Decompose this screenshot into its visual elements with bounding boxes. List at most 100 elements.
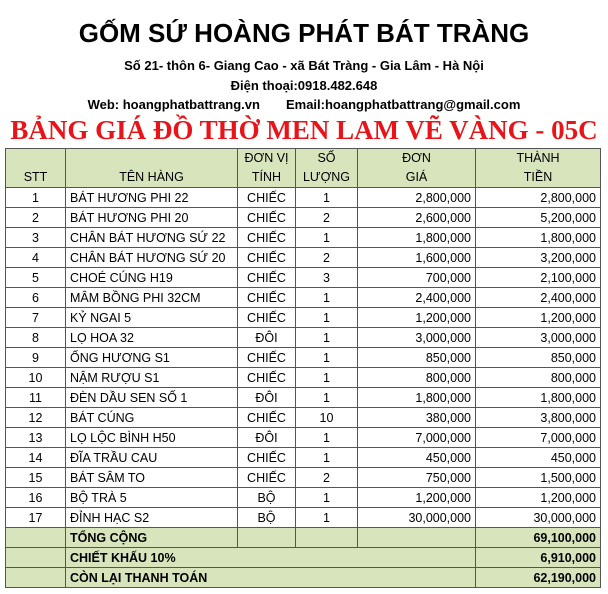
cell: 5,200,000 (475, 207, 601, 228)
header-text: TÊN HÀNG (119, 170, 184, 184)
column-header: ĐƠN VỊ TÍNH (237, 148, 296, 188)
item-row: 3 CHÂN BÁT HƯƠNG SỨ 22 CHIẾC 1 1,800,000 1,80… (5, 227, 601, 248)
summary-row: CÒN LẠI THANH TOÁN 62,190,000 (5, 567, 601, 588)
cell: LỌ LỘC BÌNH H50 (65, 427, 238, 448)
header-text: STT (23, 170, 48, 184)
header-text: GIÁ (405, 170, 428, 184)
cell: 13 (5, 427, 66, 448)
column-header: STT (5, 148, 66, 188)
item-row: 13 LỌ LỘC BÌNH H50 ĐÔI 1 7,000,000 7,000,000 (5, 427, 601, 448)
cell: 450,000 (475, 447, 601, 468)
header-row: STT TÊN HÀNG ĐƠN VỊ TÍNH SỐ LƯỢNG ĐƠN GIÁ THÀNH T… (5, 148, 601, 188)
cell: 1 (295, 387, 358, 408)
cell: 1,500,000 (475, 467, 601, 488)
cell: 3,800,000 (475, 407, 601, 428)
cell: 2 (295, 467, 358, 488)
cell: 7 (5, 307, 66, 328)
cell: 1,800,000 (357, 227, 476, 248)
cell (237, 527, 296, 548)
cell: ĐÔI (237, 387, 296, 408)
column-header: TÊN HÀNG (65, 148, 238, 188)
item-row: 5 CHOÉ CÚNG H19 CHIẾC 3 700,000 2,100,000 (5, 267, 601, 288)
cell (5, 527, 66, 548)
item-row: 14 ĐĨA TRẦU CAU CHIẾC 1 450,000 450,000 (5, 447, 601, 468)
cell: 30,000,000 (475, 507, 601, 528)
header-text: LƯỢNG (302, 170, 351, 184)
cell (295, 527, 358, 548)
cell: 1,800,000 (357, 387, 476, 408)
item-row: 7 KỶ NGAI 5 CHIẾC 1 1,200,000 1,200,000 (5, 307, 601, 328)
header-text: TIỀN (523, 170, 553, 184)
cell: 4 (5, 247, 66, 268)
item-row: 1 BÁT HƯƠNG PHI 22 CHIẾC 1 2,800,000 2,800,00… (5, 187, 601, 208)
cell: CHIẾC (237, 227, 296, 248)
cell: 1 (295, 347, 358, 368)
cell: BỘ (237, 507, 296, 528)
cell: 3 (295, 267, 358, 288)
summary-row: TỔNG CỘNG 69,100,000 (5, 527, 601, 548)
header-text: ĐƠN VỊ (244, 151, 289, 165)
cell: CHIẾC (237, 447, 296, 468)
cell: 2,400,000 (357, 287, 476, 308)
cell: 1,800,000 (475, 387, 601, 408)
cell: LỌ HOA 32 (65, 327, 238, 348)
summary-label: CHIẾT KHẤU 10% (65, 547, 476, 568)
cell: 2 (295, 207, 358, 228)
summary-value: 69,100,000 (475, 527, 601, 548)
cell: 10 (295, 407, 358, 428)
cell: 1 (295, 447, 358, 468)
email: Email:hoangphatbattrang@gmail.com (285, 97, 521, 112)
cell: BỘ TRÀ 5 (65, 487, 238, 508)
cell: CHIẾC (237, 467, 296, 488)
cell: 2,100,000 (475, 267, 601, 288)
cell: 1,600,000 (357, 247, 476, 268)
cell: 1 (295, 427, 358, 448)
column-header: SỐ LƯỢNG (295, 148, 358, 188)
header-text: TÍNH (251, 170, 282, 184)
cell: 12 (5, 407, 66, 428)
cell: CHIẾC (237, 347, 296, 368)
cell: ĐÔI (237, 327, 296, 348)
cell: CHIẾC (237, 307, 296, 328)
cell: 2,400,000 (475, 287, 601, 308)
item-row: 8 LỌ HOA 32 ĐÔI 1 3,000,000 3,000,000 (5, 327, 601, 348)
cell: 1 (295, 487, 358, 508)
item-row: 15 BÁT SÂM TO CHIẾC 2 750,000 1,500,000 (5, 467, 601, 488)
cell: 1,200,000 (475, 487, 601, 508)
cell: CHIẾC (237, 367, 296, 388)
cell: 1,200,000 (475, 307, 601, 328)
cell: CHIẾC (237, 407, 296, 428)
cell: 5 (5, 267, 66, 288)
cell: CHIẾC (237, 247, 296, 268)
cell: 1 (295, 507, 358, 528)
item-row: 6 MÂM BỒNG PHI 32CM CHIẾC 1 2,400,000 2,400,0… (5, 287, 601, 308)
item-row: 11 ĐÈN DẦU SEN SỐ 1 ĐÔI 1 1,800,000 1,800,000 (5, 387, 601, 408)
cell: MÂM BỒNG PHI 32CM (65, 287, 238, 308)
cell (5, 567, 66, 588)
cell: 2,800,000 (357, 187, 476, 208)
cell: 3,200,000 (475, 247, 601, 268)
header-text: ĐƠN (402, 151, 431, 165)
cell: ĐÈN DẦU SEN SỐ 1 (65, 387, 238, 408)
item-row: 16 BỘ TRÀ 5 BỘ 1 1,200,000 1,200,000 (5, 487, 601, 508)
cell: 2 (295, 247, 358, 268)
cell: 380,000 (357, 407, 476, 428)
cell: 1 (295, 227, 358, 248)
cell: 2 (5, 207, 66, 228)
cell: 15 (5, 467, 66, 488)
cell: CHIẾC (237, 267, 296, 288)
price-table: STT TÊN HÀNG ĐƠN VỊ TÍNH SỐ LƯỢNG ĐƠN GIÁ THÀNH T… (5, 148, 601, 588)
phone: Điện thoại:0918.482.648 (230, 78, 378, 93)
cell: BÁT SÂM TO (65, 467, 238, 488)
column-header: ĐƠN GIÁ (357, 148, 476, 188)
cell: 1 (295, 287, 358, 308)
summary-value: 6,910,000 (475, 547, 601, 568)
cell: CHIẾC (237, 187, 296, 208)
cell: 450,000 (357, 447, 476, 468)
cell: ĐỈNH HẠC S2 (65, 507, 238, 528)
cell: 1 (5, 187, 66, 208)
cell: 16 (5, 487, 66, 508)
cell (357, 527, 476, 548)
cell: CHÂN BÁT HƯƠNG SỨ 22 (65, 227, 238, 248)
